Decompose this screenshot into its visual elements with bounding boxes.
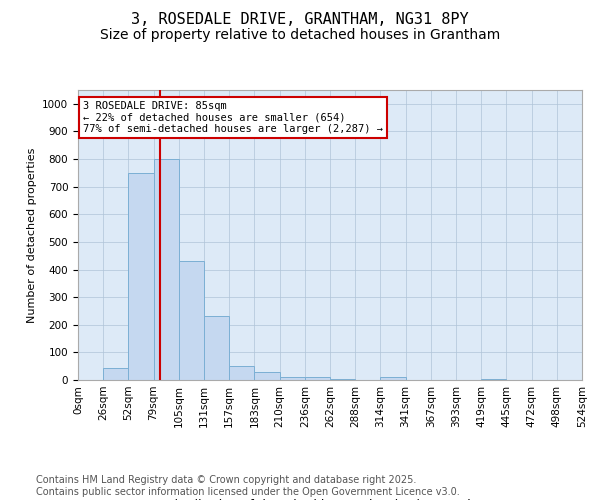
Bar	[330, 378, 355, 380]
Bar	[280, 377, 305, 380]
Text: Size of property relative to detached houses in Grantham: Size of property relative to detached ho…	[100, 28, 500, 42]
Text: Contains HM Land Registry data © Crown copyright and database right 2025.
Contai: Contains HM Land Registry data © Crown c…	[36, 475, 460, 496]
Bar	[254, 372, 280, 380]
Bar	[229, 366, 254, 380]
Bar	[154, 159, 179, 380]
Text: 3 ROSEDALE DRIVE: 85sqm
← 22% of detached houses are smaller (654)
77% of semi-d: 3 ROSEDALE DRIVE: 85sqm ← 22% of detache…	[83, 101, 383, 134]
Y-axis label: Number of detached properties: Number of detached properties	[26, 148, 37, 322]
X-axis label: Distribution of detached houses by size in Grantham: Distribution of detached houses by size …	[165, 499, 495, 500]
Bar	[380, 377, 406, 380]
Text: 3, ROSEDALE DRIVE, GRANTHAM, NG31 8PY: 3, ROSEDALE DRIVE, GRANTHAM, NG31 8PY	[131, 12, 469, 28]
Bar	[103, 368, 128, 380]
Bar	[204, 316, 229, 380]
Bar	[128, 173, 154, 380]
Bar	[179, 261, 204, 380]
Bar	[481, 378, 506, 380]
Bar	[305, 377, 330, 380]
